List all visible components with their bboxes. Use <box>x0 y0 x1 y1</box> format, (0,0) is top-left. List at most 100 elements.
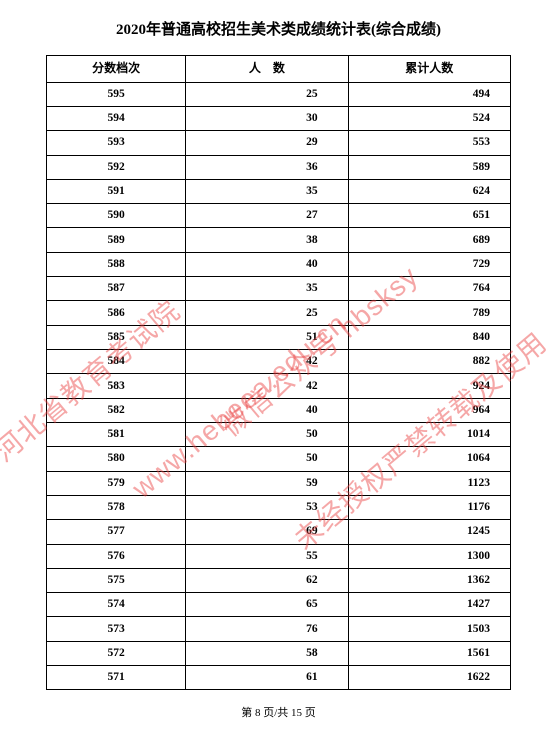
table-header-row: 分数档次 人 数 累计人数 <box>47 56 511 83</box>
cell-score: 593 <box>47 131 186 155</box>
cell-score: 589 <box>47 228 186 252</box>
cell-count: 40 <box>186 252 348 276</box>
col-header-count: 人 数 <box>186 56 348 83</box>
cell-cumulative: 1245 <box>348 520 510 544</box>
cell-count: 25 <box>186 82 348 106</box>
cell-count: 55 <box>186 544 348 568</box>
cell-count: 51 <box>186 325 348 349</box>
cell-score: 572 <box>47 641 186 665</box>
cell-score: 571 <box>47 666 186 690</box>
cell-count: 58 <box>186 641 348 665</box>
cell-count: 35 <box>186 277 348 301</box>
cell-count: 42 <box>186 350 348 374</box>
cell-score: 575 <box>47 568 186 592</box>
cell-cumulative: 1362 <box>348 568 510 592</box>
cell-cumulative: 651 <box>348 204 510 228</box>
cell-cumulative: 624 <box>348 179 510 203</box>
table-row: 58625789 <box>47 301 511 325</box>
cell-score: 595 <box>47 82 186 106</box>
table-row: 59329553 <box>47 131 511 155</box>
cell-score: 574 <box>47 593 186 617</box>
cell-cumulative: 1503 <box>348 617 510 641</box>
cell-score: 579 <box>47 471 186 495</box>
table-row: 59525494 <box>47 82 511 106</box>
cell-cumulative: 964 <box>348 398 510 422</box>
cell-score: 591 <box>47 179 186 203</box>
col-header-score: 分数档次 <box>47 56 186 83</box>
cell-cumulative: 1014 <box>348 422 510 446</box>
cell-cumulative: 524 <box>348 106 510 130</box>
cell-score: 581 <box>47 422 186 446</box>
cell-count: 59 <box>186 471 348 495</box>
cell-score: 580 <box>47 447 186 471</box>
cell-score: 592 <box>47 155 186 179</box>
table-body: 5952549459430524593295535923658959135624… <box>47 82 511 690</box>
table-row: 572581561 <box>47 641 511 665</box>
page-title: 2020年普通高校招生美术类成绩统计表(综合成绩) <box>46 18 511 39</box>
cell-count: 27 <box>186 204 348 228</box>
table-row: 58840729 <box>47 252 511 276</box>
table-row: 58342924 <box>47 374 511 398</box>
cell-cumulative: 1622 <box>348 666 510 690</box>
table-row: 59430524 <box>47 106 511 130</box>
table-row: 577691245 <box>47 520 511 544</box>
table-row: 58735764 <box>47 277 511 301</box>
cell-score: 590 <box>47 204 186 228</box>
cell-score: 584 <box>47 350 186 374</box>
table-row: 58938689 <box>47 228 511 252</box>
cell-score: 573 <box>47 617 186 641</box>
table-row: 59027651 <box>47 204 511 228</box>
cell-count: 29 <box>186 131 348 155</box>
table-row: 58442882 <box>47 350 511 374</box>
table-row: 58551840 <box>47 325 511 349</box>
cell-count: 50 <box>186 422 348 446</box>
cell-count: 25 <box>186 301 348 325</box>
cell-score: 577 <box>47 520 186 544</box>
cell-cumulative: 494 <box>348 82 510 106</box>
cell-score: 583 <box>47 374 186 398</box>
table-row: 59135624 <box>47 179 511 203</box>
cell-cumulative: 553 <box>348 131 510 155</box>
cell-count: 50 <box>186 447 348 471</box>
cell-count: 30 <box>186 106 348 130</box>
table-row: 58240964 <box>47 398 511 422</box>
table-row: 580501064 <box>47 447 511 471</box>
cell-count: 38 <box>186 228 348 252</box>
cell-count: 35 <box>186 179 348 203</box>
cell-score: 585 <box>47 325 186 349</box>
cell-score: 576 <box>47 544 186 568</box>
cell-score: 582 <box>47 398 186 422</box>
cell-count: 69 <box>186 520 348 544</box>
cell-cumulative: 729 <box>348 252 510 276</box>
cell-count: 40 <box>186 398 348 422</box>
table-row: 578531176 <box>47 495 511 519</box>
cell-score: 588 <box>47 252 186 276</box>
page-footer: 第 8 页/共 15 页 <box>46 704 511 720</box>
col-header-cumulative: 累计人数 <box>348 56 510 83</box>
document-page: 2020年普通高校招生美术类成绩统计表(综合成绩) 分数档次 人 数 累计人数 … <box>0 0 557 751</box>
table-row: 575621362 <box>47 568 511 592</box>
table-row: 573761503 <box>47 617 511 641</box>
cell-count: 61 <box>186 666 348 690</box>
cell-cumulative: 1123 <box>348 471 510 495</box>
cell-cumulative: 1300 <box>348 544 510 568</box>
score-table: 分数档次 人 数 累计人数 59525494594305245932955359… <box>46 55 511 690</box>
cell-score: 587 <box>47 277 186 301</box>
table-row: 574651427 <box>47 593 511 617</box>
cell-cumulative: 589 <box>348 155 510 179</box>
cell-count: 65 <box>186 593 348 617</box>
cell-score: 594 <box>47 106 186 130</box>
table-row: 581501014 <box>47 422 511 446</box>
cell-count: 36 <box>186 155 348 179</box>
cell-count: 53 <box>186 495 348 519</box>
cell-cumulative: 924 <box>348 374 510 398</box>
cell-count: 42 <box>186 374 348 398</box>
cell-cumulative: 1064 <box>348 447 510 471</box>
cell-count: 62 <box>186 568 348 592</box>
cell-cumulative: 689 <box>348 228 510 252</box>
cell-cumulative: 1561 <box>348 641 510 665</box>
table-row: 579591123 <box>47 471 511 495</box>
cell-cumulative: 840 <box>348 325 510 349</box>
cell-cumulative: 789 <box>348 301 510 325</box>
cell-cumulative: 764 <box>348 277 510 301</box>
